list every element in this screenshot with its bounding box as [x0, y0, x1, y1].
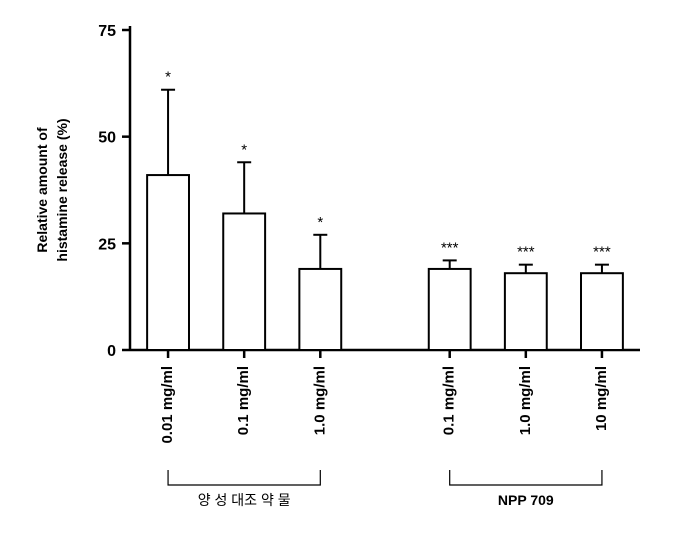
category-label: 1.0 mg/ml	[311, 366, 328, 435]
significance-marker: ***	[593, 244, 611, 261]
category-label: 0.1 mg/ml	[441, 366, 458, 435]
bar	[581, 273, 623, 350]
bar	[147, 175, 189, 350]
histamine-release-bar-chart: 0 25 50 75 Relative amount ofhistamine relea…	[0, 0, 681, 557]
significance-marker: ***	[517, 244, 535, 261]
svg-text:0.01 mg/ml: 0.01 mg/ml	[159, 366, 176, 444]
significance-marker: *	[241, 141, 247, 158]
svg-text:histamine release (%): histamine release (%)	[54, 118, 70, 261]
y-tick-label: 0	[107, 343, 116, 360]
svg-text:10 mg/ml: 10 mg/ml	[593, 366, 610, 431]
group-label: 양 성 대조 약 물	[198, 492, 291, 508]
category-label: 0.1 mg/ml	[235, 366, 252, 435]
svg-text:Relative amount of: Relative amount of	[34, 127, 50, 253]
y-tick-label: 25	[98, 236, 116, 253]
category-label: 10 mg/ml	[593, 366, 610, 431]
svg-text:1.0 mg/ml: 1.0 mg/ml	[517, 366, 534, 435]
bar	[299, 269, 341, 350]
significance-marker: *	[165, 69, 171, 86]
group-label: NPP 709	[498, 492, 554, 508]
bar	[505, 273, 547, 350]
svg-text:0.1 mg/ml: 0.1 mg/ml	[235, 366, 252, 435]
significance-marker: *	[317, 214, 323, 231]
y-axis-title: Relative amount ofhistamine release (%)	[34, 118, 70, 261]
category-label: 0.01 mg/ml	[159, 366, 176, 444]
svg-text:0.1 mg/ml: 0.1 mg/ml	[441, 366, 458, 435]
bar	[223, 213, 265, 350]
category-label: 1.0 mg/ml	[517, 366, 534, 435]
svg-text:1.0 mg/ml: 1.0 mg/ml	[311, 366, 328, 435]
y-tick-label: 75	[98, 23, 116, 40]
group-bracket	[168, 470, 320, 485]
group-bracket	[450, 470, 602, 485]
significance-marker: ***	[441, 239, 459, 256]
y-tick-label: 50	[98, 130, 116, 147]
bar	[429, 269, 471, 350]
